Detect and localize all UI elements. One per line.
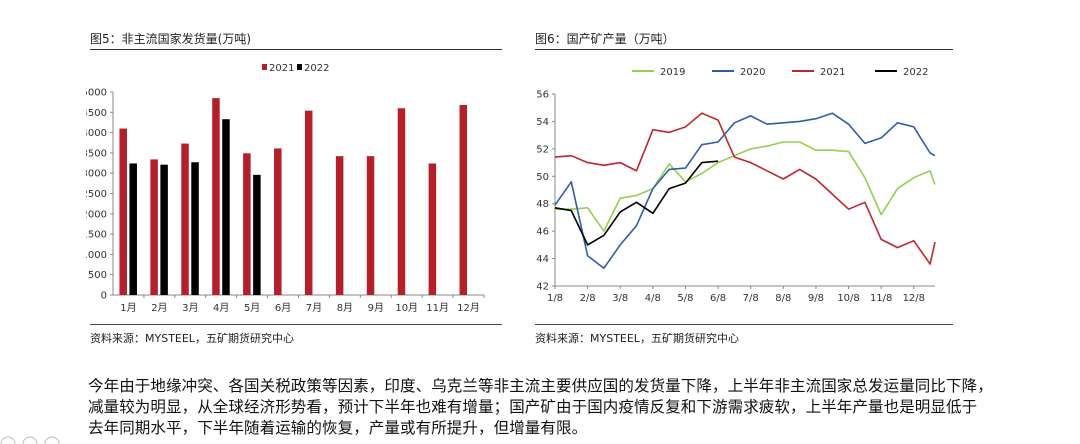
y-tick-label: 42 xyxy=(536,282,549,293)
bar-2021-6月 xyxy=(274,148,282,295)
series-line-2019 xyxy=(555,141,936,232)
x-tick-label: 11/8 xyxy=(870,293,892,304)
left-figure-source: 资料来源：MYSTEEL，五矿期货研究中心 xyxy=(90,332,294,345)
x-tick-label: 2月 xyxy=(151,302,167,314)
series-line-2022 xyxy=(554,160,719,246)
bar-2021-4月 xyxy=(212,98,220,295)
legend-swatch-2021 xyxy=(262,64,267,70)
y-tick-label: 3000 xyxy=(86,169,107,180)
legend-label-2019: 2019 xyxy=(660,67,685,78)
bar-2022-3月 xyxy=(191,162,199,295)
y-tick-label: 44 xyxy=(536,254,549,265)
paragraph-line-2: 减量较为明显，从全球经济形势看，预计下半年也难有增量；国产矿由于国内疫情反复和下… xyxy=(88,398,978,416)
left-figure-title: 图5：非主流国家发货量(万吨) xyxy=(90,32,251,46)
x-tick-label: 3/8 xyxy=(612,293,628,304)
y-tick-label: 0 xyxy=(101,291,107,302)
y-tick-label: 46 xyxy=(536,227,549,238)
legend-swatch-2022 xyxy=(297,64,302,70)
x-tick-label: 8/8 xyxy=(775,293,791,304)
bar-chart-svg: 2021 2022 0 500 1000 1500 2000 2500 3000 3500 4000… xyxy=(86,63,485,314)
right-source-rule xyxy=(535,324,953,325)
x-tick-label: 6月 xyxy=(275,302,291,314)
y-tick-label: 1000 xyxy=(86,250,107,261)
y-tick-label: 56 xyxy=(536,90,549,101)
y-tick-label: 48 xyxy=(536,199,549,210)
x-tick-label: 3月 xyxy=(182,302,198,314)
bottom-decor-icons xyxy=(0,436,60,444)
left-source-rule xyxy=(90,324,502,325)
y-tick-label: 50 xyxy=(536,172,549,183)
right-title-rule xyxy=(535,49,953,50)
legend-label-2022: 2022 xyxy=(304,63,329,74)
x-tick-label: 2/8 xyxy=(580,293,596,304)
x-tick-label: 4/8 xyxy=(645,293,661,304)
y-tick-label: 4000 xyxy=(86,128,107,139)
bar-2021-11月 xyxy=(428,163,437,295)
line-chart: 2019 2020 2021 2022 42 44 46 48 50 52 54 56 1/8 2/8 3/… xyxy=(525,52,955,322)
y-tick-label: 500 xyxy=(88,270,107,281)
x-tick-label: 1月 xyxy=(120,302,136,314)
y-tick-label: 3500 xyxy=(86,148,107,159)
bar-2021-8月 xyxy=(335,156,344,295)
right-figure-title: 图6：国产矿产量（万吨） xyxy=(535,32,675,46)
x-tick-label: 7/8 xyxy=(743,293,759,304)
series-line-2020 xyxy=(554,112,936,269)
y-tick-label: 52 xyxy=(536,144,549,155)
legend-label-2021: 2021 xyxy=(820,67,845,78)
x-tick-label: 8月 xyxy=(337,302,353,314)
bar-2022-5月 xyxy=(253,174,261,295)
y-tick-label: 2000 xyxy=(86,209,107,220)
y-tick-label: 1500 xyxy=(86,230,107,241)
y-tick-label: 54 xyxy=(536,117,549,128)
bar-2021-3月 xyxy=(181,143,189,295)
bar-chart: 2021 2022 0 500 1000 1500 2000 2500 3000 3500 4000… xyxy=(86,52,506,322)
bar-2021-12月 xyxy=(459,104,468,295)
line-chart-svg: 2019 2020 2021 2022 42 44 46 48 50 52 54 56 1/8 2/8 3/… xyxy=(536,67,936,304)
x-tick-label: 10/8 xyxy=(837,293,859,304)
paragraph-line-1: 今年由于地缘冲突、各国关税政策等因素，印度、乌克兰等非主流主要供应国的发货量下降… xyxy=(88,377,993,395)
bar-2022-4月 xyxy=(222,119,230,296)
analysis-paragraph: 今年由于地缘冲突、各国关税政策等因素，印度、乌克兰等非主流主要供应国的发货量下降… xyxy=(88,376,1018,439)
legend-label-2021: 2021 xyxy=(269,63,294,74)
x-tick-label: 7月 xyxy=(306,302,322,314)
x-tick-label: 4月 xyxy=(213,302,229,314)
paragraph-line-3: 去年同期水平，下半年随着运输的恢复，产量或有所提升，但增量有限。 xyxy=(88,419,588,437)
x-tick-label: 9月 xyxy=(368,302,384,314)
x-tick-label: 5/8 xyxy=(677,293,693,304)
bar-2021-9月 xyxy=(366,156,375,295)
x-tick-label: 9/8 xyxy=(808,293,824,304)
y-tick-label: 4500 xyxy=(86,108,107,119)
y-tick-label: 2500 xyxy=(86,189,107,200)
legend-label-2022: 2022 xyxy=(903,67,928,78)
left-title-rule xyxy=(90,49,502,50)
bar-2021-7月 xyxy=(304,110,313,295)
bar-2022-1月 xyxy=(129,163,137,295)
x-tick-label: 11月 xyxy=(426,302,449,314)
x-tick-label: 10月 xyxy=(395,302,418,314)
bar-2021-5月 xyxy=(243,153,251,295)
legend-label-2020: 2020 xyxy=(740,67,765,78)
x-tick-label: 12月 xyxy=(457,302,480,314)
x-tick-label: 5月 xyxy=(244,302,260,314)
bar-2021-10月 xyxy=(397,108,406,295)
series-line-2021 xyxy=(554,112,936,265)
bar-2022-2月 xyxy=(160,164,168,295)
x-tick-label: 6/8 xyxy=(710,293,726,304)
bar-2021-1月 xyxy=(119,128,127,295)
x-tick-label: 12/8 xyxy=(903,293,925,304)
x-tick-label: 1/8 xyxy=(547,293,563,304)
bar-2021-2月 xyxy=(150,159,158,295)
right-figure-source: 资料来源：MYSTEEL，五矿期货研究中心 xyxy=(535,332,739,345)
